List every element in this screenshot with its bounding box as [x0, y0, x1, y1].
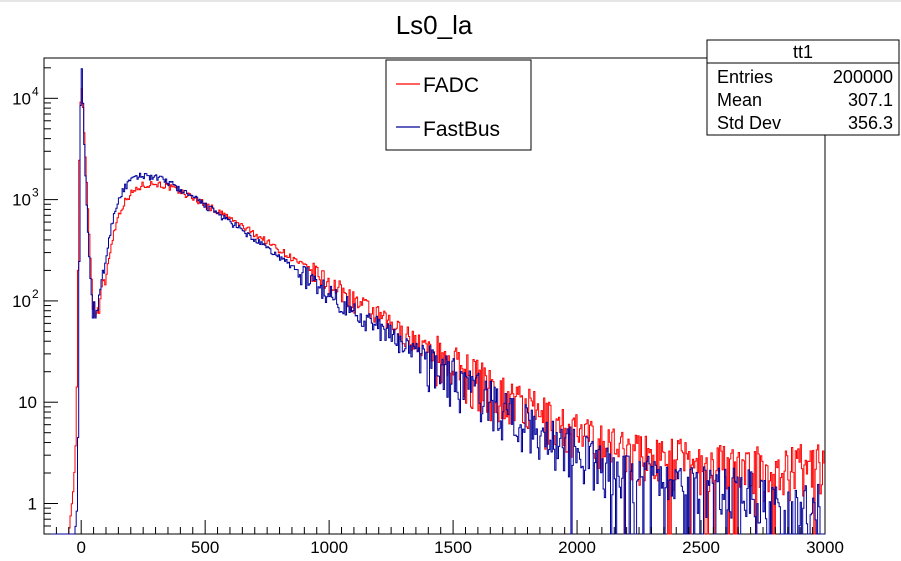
series-layer: [49, 68, 825, 535]
x-tick-label: 1500: [434, 538, 472, 556]
stats-value-stddev: 356.3: [848, 113, 893, 133]
legend-box: [385, 59, 532, 151]
y-tick-label: 10: [18, 393, 37, 412]
stats-label-entries: Entries: [717, 67, 773, 87]
chart-title: Ls0_la: [396, 10, 473, 40]
y-tick-label: 10: [12, 191, 31, 210]
series-line-fastbus: [49, 68, 825, 535]
legend-label-fastbus: FastBus: [423, 118, 500, 141]
y-tick-exponent: 3: [32, 186, 39, 200]
x-tick-label: 2500: [682, 538, 720, 556]
stats-box: tt1 Entries 200000 Mean 307.1 Std Dev 35…: [706, 39, 900, 136]
x-tick-label: 3000: [806, 538, 844, 556]
x-tick-label: 1000: [310, 538, 348, 556]
y-tick-label: 10: [12, 89, 31, 108]
legend-label-fadc: FADC: [423, 74, 479, 97]
y-tick-label: 1: [28, 495, 37, 514]
y-tick-label: 10: [12, 292, 31, 311]
legend: FADC FastBus: [385, 59, 532, 151]
stats-value-entries: 200000: [833, 67, 893, 87]
x-tick-label: 0: [76, 538, 85, 556]
plot-frame: [43, 57, 826, 535]
x-axis: 0 500 1000 1500 2000 2500 3000: [55, 520, 844, 557]
x-tick-label: 500: [191, 538, 219, 556]
stats-label-mean: Mean: [717, 90, 762, 110]
stats-box-frame: [706, 39, 900, 136]
y-tick-exponent: 2: [32, 287, 39, 301]
y-tick-exponent: 4: [32, 84, 39, 98]
stats-box-title: tt1: [793, 42, 813, 62]
series-line-fadc: [62, 88, 825, 535]
x-tick-label: 2000: [558, 538, 596, 556]
stats-label-stddev: Std Dev: [717, 113, 781, 133]
stats-value-mean: 307.1: [848, 90, 893, 110]
